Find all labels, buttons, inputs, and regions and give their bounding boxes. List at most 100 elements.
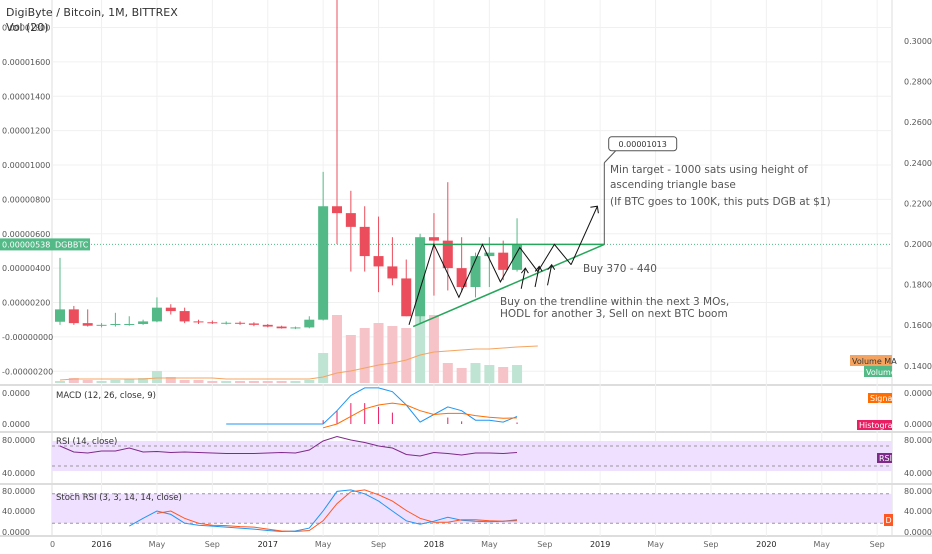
annotation-text: Min target - 1000 sats using height of [610,164,808,176]
rsi-badge-label: RSI [879,454,892,463]
volume-bar [193,380,204,383]
target-arrow [570,206,598,265]
symbol-title: DigiByte / Bitcoin, 1M, BITTREX [6,6,178,19]
volume-bar [456,368,467,383]
price-path-projection [408,243,572,325]
right-tick-label: 0.1400 [904,362,932,371]
volume-bar [290,381,301,383]
stoch-d-label: D [886,516,892,525]
price-tick-label: 0.00001800 [2,24,50,33]
time-tick-label: May [481,540,498,549]
time-tick-label: 0 [50,540,55,549]
macd-tick: 0.0000 [2,389,30,398]
candle-body [235,322,246,324]
time-tick-label: 2019 [590,540,610,549]
time-tick-label: May [315,540,332,549]
price-tick-label: 0.00000200 [2,299,50,308]
volume-bar [138,378,149,383]
histogram-badge [857,420,892,430]
volume-indicator-title: Vol (20) [6,21,49,34]
rsi-tick: 40.0000 [2,469,35,478]
time-tick-label: 2018 [424,540,444,549]
rsi-tick: 80.0000 [2,436,35,445]
volume-bar [332,315,342,383]
volume-bar [484,365,495,383]
volume-label: Volume [866,368,896,377]
volume-bar [221,381,232,383]
volume-bar [124,379,135,383]
signal-badge [868,393,892,403]
candle-body [55,309,65,322]
buy-arrowhead [547,263,556,271]
volume-bar [235,381,246,383]
rsi-badge [877,453,892,463]
stoch-right-tick: 40.0000 [904,507,932,516]
stoch-right-tick: 0.0000 [904,528,932,537]
candle-body [484,252,495,257]
buy-arrow [547,264,553,286]
price-tick-label: -0.00000000 [2,333,53,342]
time-tick-label: Sep [870,540,885,549]
stoch-title: Stoch RSI (3, 3, 14, 14, close) [56,493,182,503]
price-tick-label: 0.00000600 [2,230,50,239]
price-tick-label: -0.00000200 [2,367,53,376]
volume-bar [318,353,329,383]
target-callout-box [608,136,678,152]
buy-arrowhead [520,267,529,274]
candle-body [456,268,467,288]
volume-ma-label: Volume MA [852,357,897,366]
right-tick-label: 0.1600 [904,321,932,330]
candle-body [415,237,426,317]
macd-tick: 0.0000 [2,420,30,429]
rsi-right-tick: 80.0000 [904,436,932,445]
time-tick-label: Sep [371,540,386,549]
rsi-title: RSI (14, close) [56,437,117,447]
right-tick-label: 0.3000 [904,37,932,46]
volume-bar [151,371,162,383]
candle-body [124,323,135,325]
stoch-right-tick: 80.0000 [904,487,932,496]
candle-body [110,323,121,325]
stoch-band [52,493,892,524]
candle-body [387,266,398,279]
candle-body [332,206,342,214]
buy-arrow [534,266,540,288]
symbol-badge-text: DGBBTC [55,240,89,249]
time-tick-label: 2016 [91,540,111,549]
annotation-text: ascending triangle base [610,179,736,191]
volume-bar [55,381,65,383]
last-price-badge [0,238,52,251]
volume-bar [415,283,426,383]
candle-body [442,240,453,269]
rsi-right-tick: 40.0000 [904,469,932,478]
price-tick-label: 0.00000400 [2,264,50,273]
volume-bar [401,328,412,383]
annotation-text: HODL for another 3, Sell on next BTC boo… [500,308,728,320]
right-tick-label: 0.1800 [904,281,932,290]
candle-body [193,321,204,323]
volume-bar [207,381,218,383]
candle-body [82,323,93,326]
rsi-line [59,435,518,457]
volume-ma-line [59,345,538,381]
candle-body [401,278,412,317]
volume-bar [512,365,523,383]
price-tick-label: 0.00001200 [2,127,50,136]
price-tick-label: 0.00001000 [2,161,50,170]
histogram-label: Histogram [859,421,901,430]
candle-body [151,307,162,322]
candle-body [165,307,176,312]
candle-body [428,237,439,241]
macd-right-tick: 0.0000 [904,420,932,429]
candle-body [304,319,315,328]
right-tick-label: 0.2200 [904,199,932,208]
volume-bar [276,381,287,383]
volume-bar [373,323,384,383]
price-tick-label: 0.00000800 [2,195,50,204]
volume-bar [470,363,481,383]
volume-badge [864,366,892,377]
candle-body [498,252,509,270]
candle-body [318,206,329,320]
